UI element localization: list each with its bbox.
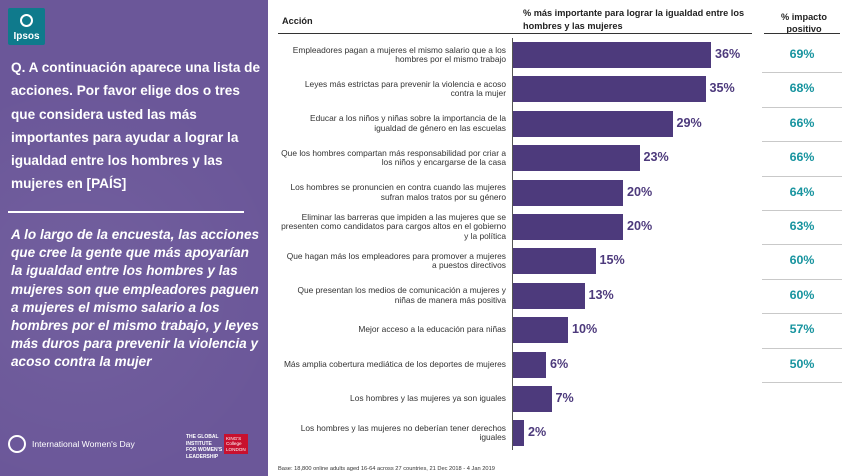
positive-impact-value: 68%	[789, 81, 815, 96]
value-label: 23%	[643, 150, 669, 165]
bar	[513, 420, 524, 447]
category-header: Acción	[282, 16, 313, 26]
value-label: 7%	[555, 391, 574, 405]
value-label: 15%	[599, 253, 625, 268]
left-panel: Ipsos Q. A continuación aparece una list…	[0, 0, 268, 476]
iwd-circle-icon	[8, 435, 26, 453]
gi-line: INSTITUTE	[186, 440, 212, 447]
category-label: Que hagan más los empleadores para promo…	[286, 250, 506, 271]
kings-line: KING'S	[226, 436, 242, 441]
gi-logo: THE GLOBAL INSTITUTE FOR WOMEN'S LEADERS…	[186, 434, 222, 460]
ipsos-logo-text: Ipsos	[13, 31, 40, 42]
positive-impact-value: 64%	[789, 184, 815, 199]
gi-line: THE GLOBAL	[186, 434, 219, 440]
bar	[513, 42, 711, 68]
positive-impact-value: 60%	[789, 287, 815, 302]
iwd-text: International Women's Day	[32, 439, 135, 449]
header-rule-positive	[764, 33, 840, 34]
category-label: Los hombres se pronuncien en contra cuan…	[290, 182, 506, 202]
bar	[513, 248, 596, 275]
divider	[8, 211, 244, 213]
positive-impact-value: 57%	[789, 322, 815, 337]
value-label: 20%	[627, 184, 653, 199]
positive-impact-rule	[762, 382, 842, 383]
bar	[513, 282, 585, 309]
bar	[513, 145, 640, 172]
ipsos-logo: Ipsos	[8, 8, 45, 45]
positive-impact-value: 66%	[789, 115, 815, 130]
category-label: Que los hombres compartan más responsabi…	[281, 147, 506, 168]
category-label: Los hombres y las mujeres ya son iguales	[350, 393, 506, 403]
value-label: 35%	[709, 81, 735, 96]
category-label: Los hombres y las mujeres no deberían te…	[300, 422, 506, 443]
kings-logo: KING'S College LONDON	[224, 434, 248, 454]
positive-impact-value: 60%	[789, 253, 815, 268]
bar	[513, 351, 546, 378]
value-label: 29%	[676, 115, 702, 130]
value-label: 36%	[715, 47, 741, 61]
category-label: Mejor acceso a la educación para niñas	[358, 324, 506, 335]
category-label: Que presentan los medios de comunicación…	[297, 285, 506, 305]
positive-impact-rule	[762, 141, 842, 143]
positive-impact-value: 50%	[789, 356, 815, 371]
chart-title: % más importante para lograr la igualdad…	[523, 8, 745, 31]
value-label: 13%	[588, 287, 614, 302]
kings-line: College	[226, 441, 242, 447]
bar	[513, 179, 623, 206]
positive-impact-rule	[762, 347, 842, 349]
positive-impact-rule	[762, 210, 842, 211]
summary-text: A lo largo de la encuesta, las acciones …	[11, 227, 260, 370]
positive-impact-rule	[762, 313, 842, 315]
positive-impact-value: 63%	[789, 219, 815, 233]
category-label: Más amplia cobertura mediática de los de…	[283, 358, 506, 369]
gi-line: LEADERSHIP	[186, 453, 219, 460]
bar	[513, 110, 673, 137]
ipsos-logo-icon	[20, 14, 33, 27]
positive-impact-rule	[762, 106, 842, 108]
iwd-logo: International Women's Day	[8, 435, 135, 453]
positive-impact-rule	[762, 72, 842, 74]
value-label: 2%	[528, 425, 547, 440]
positive-impact-rule	[762, 244, 842, 246]
positive-impact-value: 66%	[789, 150, 815, 165]
positive-impact-value: 69%	[789, 47, 815, 61]
bar	[513, 386, 552, 412]
base-note: Base: 18,800 online adults aged 16-64 ac…	[278, 466, 495, 472]
value-label: 6%	[550, 356, 569, 371]
category-label: Leyes más estrictas para prevenir la vio…	[304, 78, 506, 99]
bar	[513, 214, 623, 240]
category-label: Educar a los niños y niñas sobre la impo…	[310, 113, 506, 133]
positive-impact-rule	[762, 175, 842, 177]
question-text: Q. A continuación aparece una lista de a…	[11, 60, 261, 192]
chart-axis	[512, 38, 513, 450]
gi-line: FOR WOMEN'S	[186, 447, 223, 454]
value-label: 10%	[572, 322, 598, 337]
category-label: Empleadores pagan a mujeres el mismo sal…	[292, 44, 506, 65]
kings-line: LONDON	[226, 446, 246, 452]
header-rule	[278, 33, 752, 34]
bar	[513, 317, 568, 344]
category-label: Eliminar las barreras que impiden a las …	[281, 211, 506, 241]
positive-impact-rule	[762, 278, 842, 280]
bar	[513, 76, 706, 103]
secondary-header: % impacto positivo	[781, 12, 827, 34]
value-label: 20%	[627, 219, 653, 233]
